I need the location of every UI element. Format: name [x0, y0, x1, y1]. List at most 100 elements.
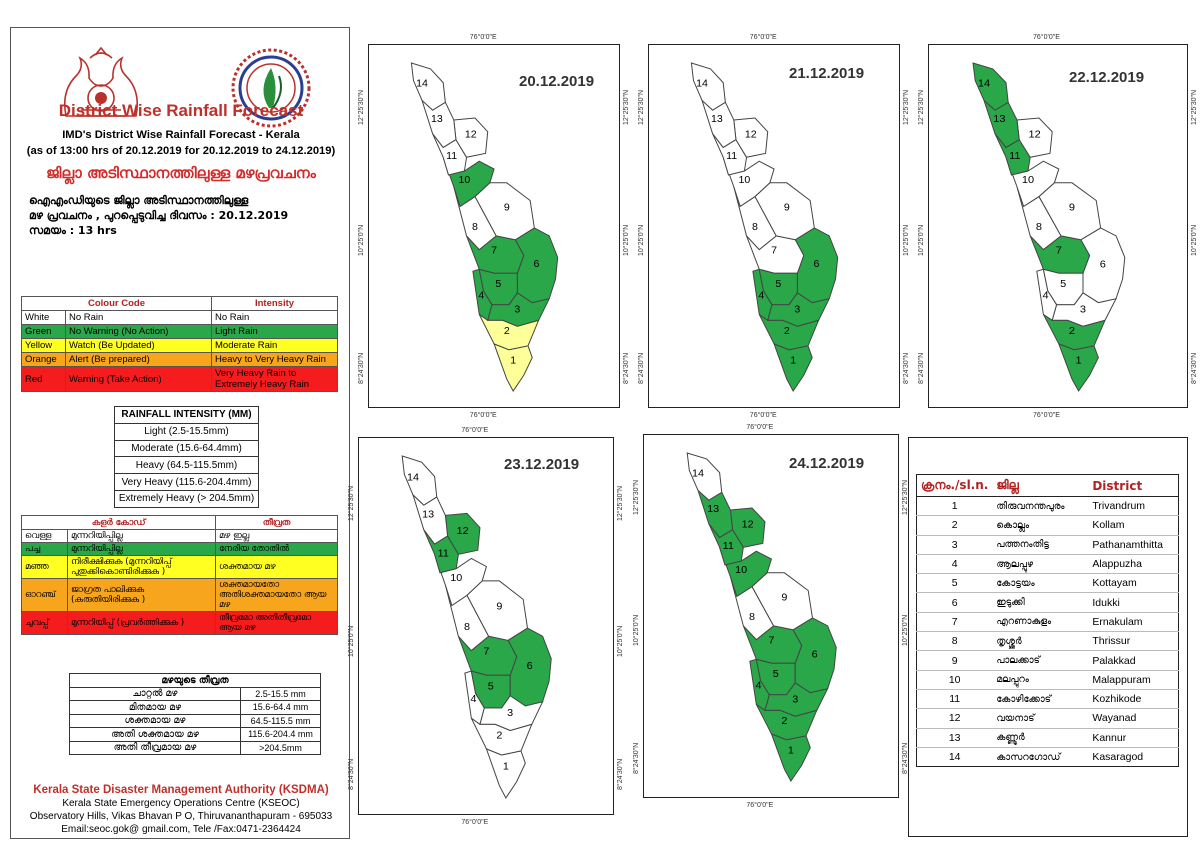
map-date: 21.12.2019 — [789, 65, 865, 82]
district-number-label: 3 — [507, 707, 513, 719]
district-no: 9 — [916, 650, 993, 671]
district-no-header: ക്രനം./sl.n. — [916, 474, 993, 497]
district-no: 12 — [916, 708, 993, 729]
colour-intensity: Very Heavy Rain to Extremely Heavy Rain — [211, 366, 338, 392]
intensity-row: Extremely Heavy (> 204.5mm) — [114, 489, 259, 508]
district-number-label: 5 — [773, 669, 779, 679]
district-number-label: 2 — [1069, 326, 1075, 336]
forecast-map: 23.12.2019 1 2 3 4 5 6 7 8 9 10 11 12 13 14 76°0'0"E 76°… — [348, 427, 624, 826]
forecast-subtitle: IMD's District Wise Rainfall Forecast - … — [62, 129, 300, 141]
district-name-ml: കോട്ടയം — [992, 573, 1089, 593]
district-name-en: Thrissur — [1088, 631, 1179, 651]
ml-colour-code-header: കളർ കോഡ് — [21, 515, 216, 530]
district-row: 7 എറണാകുളം Ernakulam — [916, 611, 1179, 632]
district-number-label: 1 — [1076, 356, 1082, 366]
longitude-label-bottom: 76°0'0"E — [746, 802, 774, 809]
colour-intensity: No Rain — [211, 310, 338, 325]
ml-colour-intensity: ശക്തമായതോ അതിശക്തമായതോ ആയ മഴ — [215, 578, 338, 612]
ml-intensity-label: അതി തീവ്രമായ മഴ — [69, 740, 241, 755]
district-number-label: 4 — [758, 291, 764, 302]
district-no: 1 — [916, 495, 993, 516]
latitude-label-right: 8°24'30"N — [623, 352, 630, 384]
district-number-label: 12 — [742, 520, 754, 530]
footer-org: Kerala State Disaster Management Authori… — [33, 784, 329, 796]
latitude-label-right: 12°25'30"N — [623, 90, 630, 126]
district-number-label: 9 — [1069, 203, 1075, 213]
district-number-label: 2 — [784, 326, 790, 337]
district-number-label: 6 — [527, 660, 533, 672]
district-name-en: Kasaragod — [1088, 746, 1179, 767]
map-date: 24.12.2019 — [789, 455, 865, 472]
ml-colour-name: മഞ്ഞ — [21, 555, 68, 579]
district-number-label: 10 — [450, 572, 462, 584]
district-list-panel: ക്രനം./sl.n. ജില്ല District 1 തിരുവനന്തപു… — [908, 437, 1188, 837]
intensity-value: Heavy (64.5-115.5mm) — [114, 456, 259, 475]
district-number-label: 6 — [812, 650, 818, 660]
district-shape-14 — [691, 63, 725, 110]
ml-colour-code: മുന്നറിയിപ്പില്ല — [67, 529, 216, 543]
latitude-label-left: 10°25'0"N — [638, 224, 645, 257]
latitude-label-right: 8°24'30"N — [1191, 352, 1198, 384]
colour-name: Orange — [21, 352, 66, 367]
district-number-label: 11 — [446, 152, 457, 163]
district-number-label: 5 — [775, 279, 781, 290]
district-number-label: 6 — [1100, 260, 1106, 270]
forecast-map: 21.12.2019 1 2 3 4 5 6 7 8 9 10 11 12 13 14 76°0'0"E 76°… — [638, 34, 910, 419]
latitude-label-left: 12°25'30"N — [348, 486, 355, 522]
latitude-label-right: 8°24'30"N — [903, 352, 910, 384]
district-shape-14 — [402, 456, 437, 505]
district-no: 3 — [916, 534, 993, 555]
ml-colour-name: വെള്ള — [21, 529, 68, 543]
latitude-label-right: 10°25'0"N — [617, 626, 624, 658]
district-number-label: 2 — [781, 716, 787, 726]
district-en-header: District — [1088, 474, 1179, 497]
district-shape-14 — [973, 63, 1008, 110]
district-row: 1 തിരുവനന്തപുരം Trivandrum — [916, 495, 1179, 516]
district-shape-14 — [411, 63, 445, 110]
district-name-ml: തൃശ്ശൂർ — [992, 631, 1089, 651]
district-name-en: Wayanad — [1088, 708, 1179, 729]
district-number-label: 10 — [739, 175, 751, 186]
rainfall-intensity-table: RAINFALL INTENSITY (MM) Light (2.5-15.5m… — [114, 406, 259, 508]
district-no: 7 — [916, 611, 993, 632]
ml-colour-row: ചുവപ്പ് മുന്നറിയിപ്പ് (പ്രവർത്തിക്കുക ) തീ… — [21, 611, 338, 635]
district-name-en: Kollam — [1088, 515, 1179, 536]
longitude-label-bottom: 76°0'0"E — [749, 412, 777, 419]
latitude-label-left: 10°25'0"N — [348, 626, 355, 658]
ml-intensity-row: ചാറ്റൽ മഴ 2.5-15.5 mm — [69, 686, 321, 701]
district-number-label: 11 — [723, 542, 734, 552]
district-name-ml: പാലക്കാട് — [992, 650, 1089, 671]
district-number-label: 14 — [696, 79, 708, 90]
ml-intensity-row: ശക്തമായ മഴ 64.5-115.5 mm — [69, 713, 321, 728]
district-no: 2 — [916, 515, 993, 536]
district-number-label: 10 — [1022, 175, 1034, 185]
district-number-label: 3 — [1080, 305, 1086, 315]
district-row: 3 പത്തനംതിട്ട Pathanamthitta — [916, 534, 1179, 555]
ml-intensity-header: തീവ്രത — [215, 515, 338, 530]
latitude-label-right: 10°25'0"N — [1191, 224, 1198, 257]
ml-intensity-range: 15.6-64.4 mm — [240, 700, 321, 715]
district-row: 2 കൊല്ലം Kollam — [916, 515, 1179, 536]
intensity-value: Extremely Heavy (> 204.5mm) — [114, 489, 259, 508]
page-title: District Wise Rainfall Forecast — [58, 101, 304, 120]
district-row: 6 ഇടുക്കി Idukki — [916, 592, 1179, 613]
district-shape-1 — [494, 344, 532, 391]
colour-row: Red Warning (Take Action) Very Heavy Rain … — [21, 366, 338, 392]
district-number-label: 10 — [459, 175, 471, 186]
latitude-label-right: 8°24'30"N — [617, 758, 624, 790]
colour-intensity: Heavy to Very Heavy Rain — [211, 352, 338, 367]
district-shape-1 — [774, 344, 812, 391]
district-table: ക്രനം./sl.n. ജില്ല District 1 തിരുവനന്തപു… — [916, 474, 1179, 768]
district-row: 13 കണ്ണൂർ Kannur — [916, 727, 1179, 748]
intensity-value: Light (2.5-15.5mm) — [114, 422, 259, 441]
district-shape-9 — [467, 581, 527, 640]
forecast-map: 24.12.2019 1 2 3 4 5 6 7 8 9 10 11 12 13 14 76°0'0"E 76°… — [633, 424, 909, 809]
ml-colour-code: മുന്നറിയിപ്പില്ല — [67, 542, 216, 556]
district-number-label: 14 — [407, 472, 419, 484]
district-number-label: 7 — [1056, 246, 1062, 256]
district-number-label: 9 — [784, 203, 790, 214]
district-number-label: 8 — [749, 612, 755, 622]
